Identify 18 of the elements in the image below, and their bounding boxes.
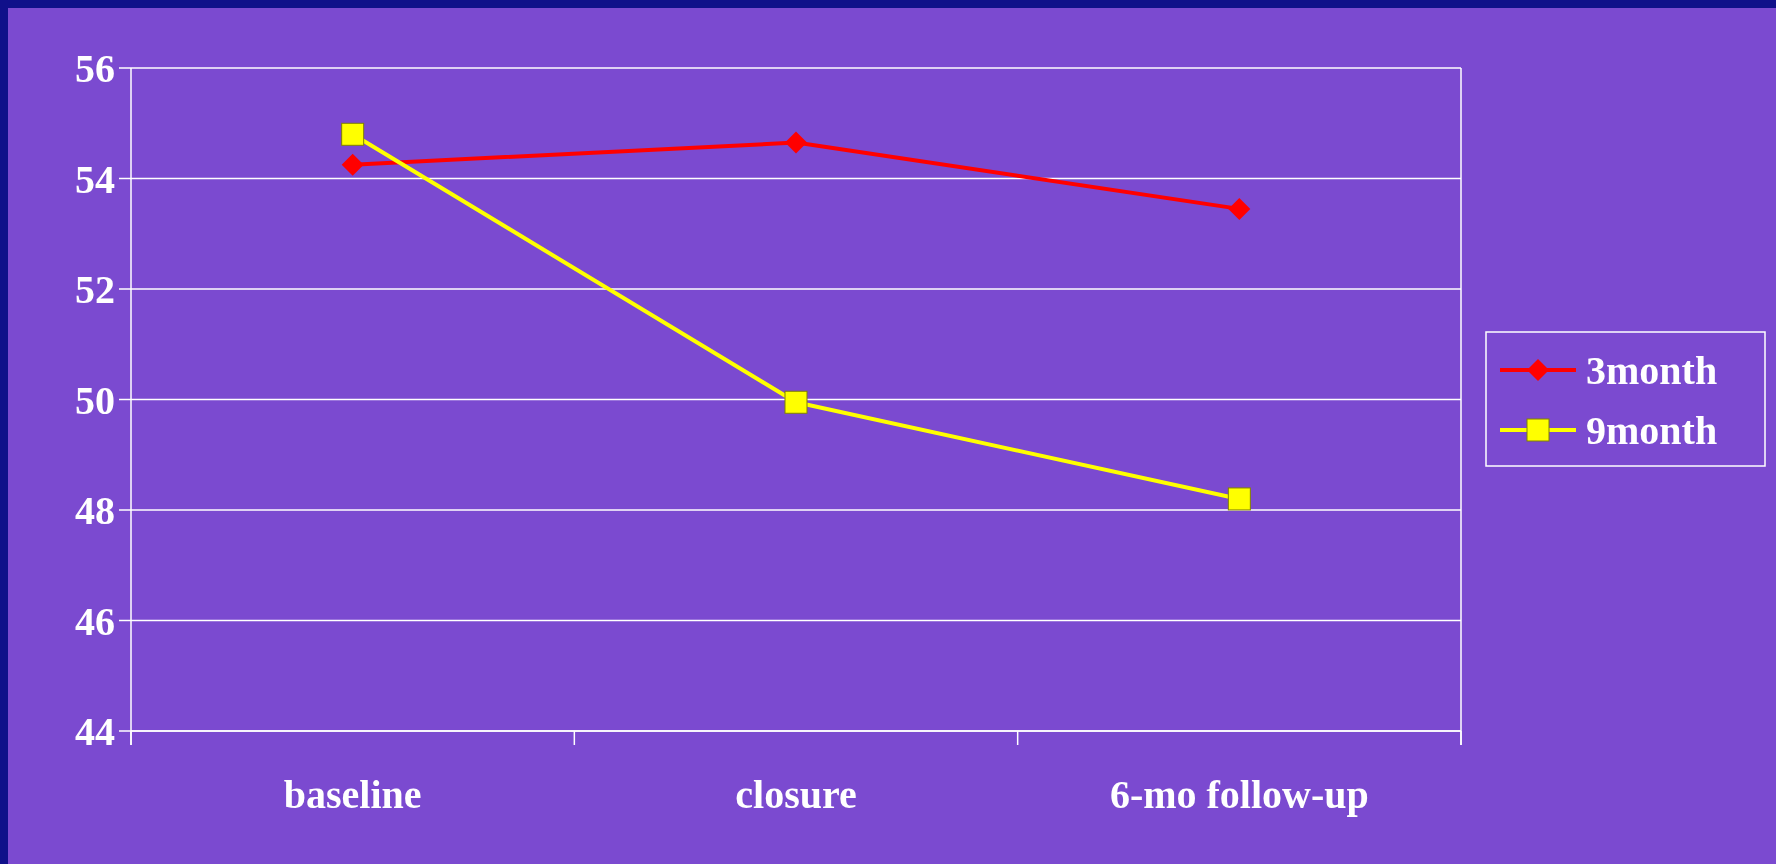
- x-tick-label: baseline: [283, 772, 422, 817]
- y-tick-label: 46: [75, 598, 115, 644]
- point: [785, 131, 807, 154]
- legend-label: 9month: [1586, 408, 1718, 453]
- point: [341, 153, 364, 176]
- x-tick-label: 6-mo follow-up: [1109, 772, 1369, 817]
- point: [341, 122, 365, 146]
- x-tick-label: closure: [735, 772, 857, 817]
- y-tick-label: 50: [75, 377, 115, 423]
- y-tick-label: 44: [75, 709, 115, 754]
- y-tick-label: 56: [75, 46, 115, 91]
- point: [1228, 197, 1251, 220]
- y-tick-label: 48: [75, 488, 115, 533]
- y-tick-label: 52: [75, 267, 115, 312]
- point: [1227, 487, 1251, 511]
- y-tick-label: 54: [75, 156, 115, 202]
- legend-label: 3month: [1586, 348, 1718, 393]
- point: [784, 390, 808, 414]
